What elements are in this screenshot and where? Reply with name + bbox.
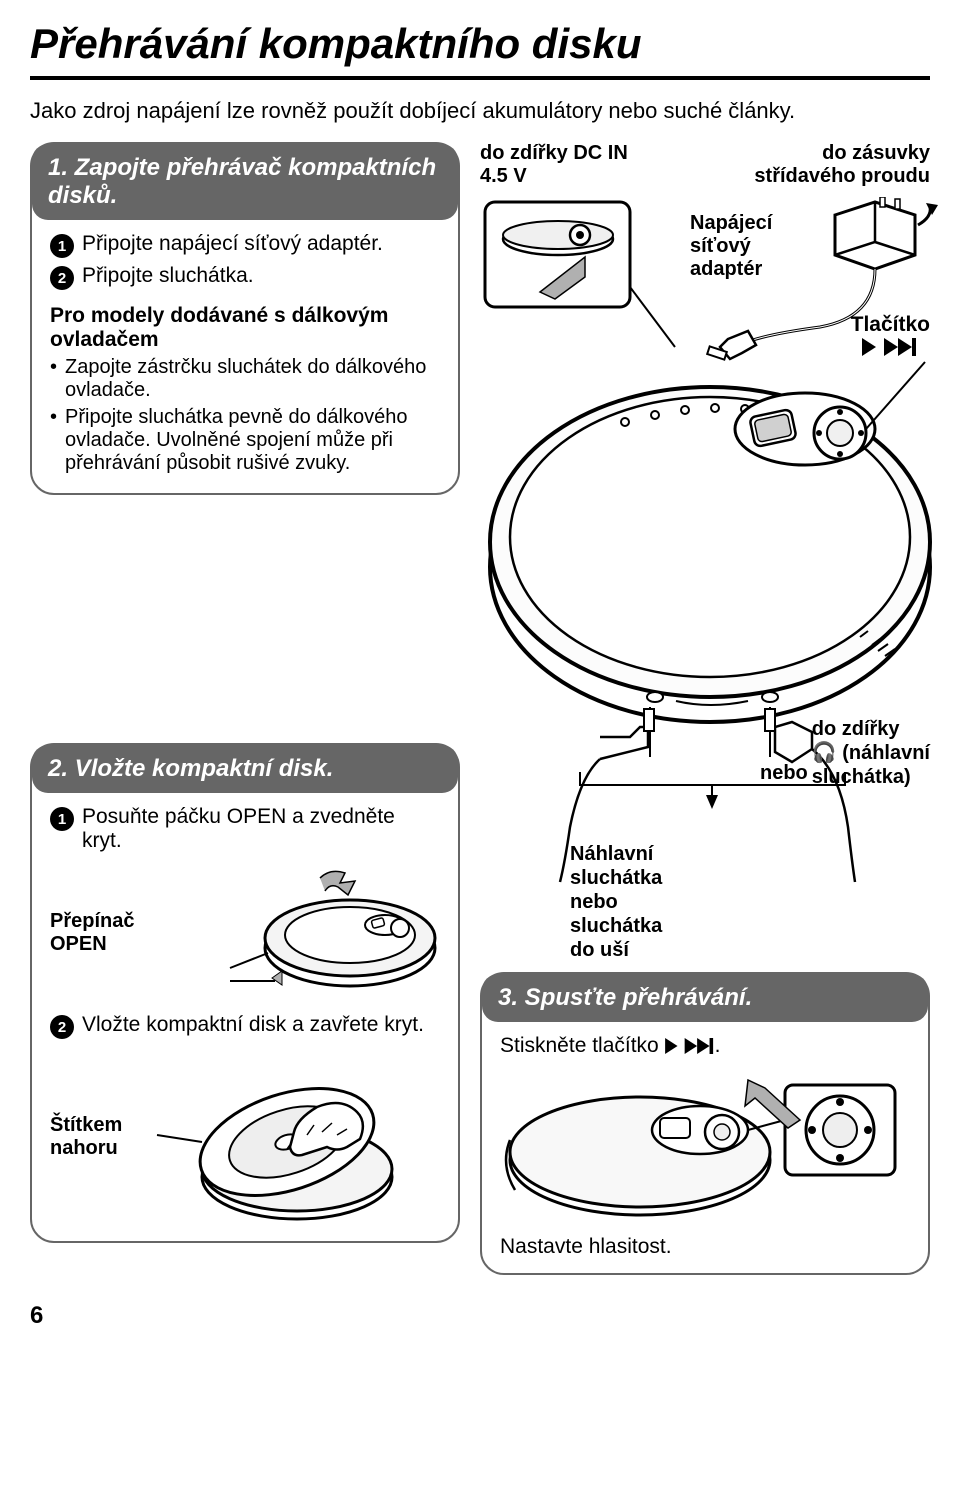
step-3-head: 3. Spusťte přehrávání. <box>482 974 928 1022</box>
step-2-box: 2. Vložte kompaktní disk. 1Posuňte páčku… <box>30 743 460 1243</box>
ac-outlet-label: do zásuvky střídavého proudu <box>754 142 930 188</box>
step1-subhead: Pro modely dodávané s dálkovým ovladačem <box>50 304 440 352</box>
step2-item2-text: Vložte kompaktní disk a zavřete kryt. <box>82 1013 424 1037</box>
headphones-label: Náhlavní sluchátka nebo sluchátka do uší <box>570 842 662 962</box>
step1-item1-text: Připojte napájecí síťový adaptér. <box>82 232 383 256</box>
step1-bullet1: Zapojte zástrčku sluchátek do dálkového … <box>50 356 440 402</box>
label-side-up: Štítkem nahoru <box>50 1114 122 1160</box>
step2-item2: 2Vložte kompaktní disk a zavřete kryt. <box>50 1013 440 1039</box>
dc-in-label: do zdířky DC IN 4.5 V <box>480 142 628 188</box>
insert-disc-illustration <box>142 1047 402 1227</box>
open-switch-label: Přepínač OPEN <box>50 910 134 956</box>
press-button-illustration <box>500 1070 900 1220</box>
step1-item2-text: Připojte sluchátka. <box>82 264 254 288</box>
cd-player-open-illustration <box>220 863 440 1003</box>
step-3-box: 3. Spusťte přehrávání. Stiskněte tlačítk… <box>480 972 930 1275</box>
step-2-head: 2. Vložte kompaktní disk. <box>32 745 458 793</box>
step2-item1: 1Posuňte páčku OPEN a zvedněte kryt. <box>50 805 440 853</box>
intro-text: Jako zdroj napájení lze rovněž použít do… <box>30 98 930 124</box>
main-diagram: do zdířky DC IN 4.5 V do zásuvky střídav… <box>480 142 930 1272</box>
headphone-jack-label: do zdířky 🎧 (náhlavní sluchátka) <box>812 717 930 789</box>
step1-item1: 1Připojte napájecí síťový adaptér. <box>50 232 440 258</box>
play-next-icon-inline <box>665 1038 715 1054</box>
step1-item2: 2Připojte sluchátka. <box>50 264 440 290</box>
set-volume-text: Nastavte hlasitost. <box>500 1235 910 1259</box>
step-1-head: 1. Zapojte přehrávač kompaktních disků. <box>32 144 458 220</box>
page-title: Přehrávání kompaktního disku <box>30 20 930 80</box>
step1-bullet2: Připojte sluchátka pevně do dálkového ov… <box>50 406 440 475</box>
press-play-text: Stiskněte tlačítko . <box>500 1034 910 1058</box>
or-label: nebo <box>760 762 808 785</box>
page-number: 6 <box>30 1302 930 1330</box>
step2-item1-text: Posuňte páčku OPEN a zvedněte kryt. <box>82 805 440 853</box>
step-1-box: 1. Zapojte přehrávač kompaktních disků. … <box>30 142 460 495</box>
